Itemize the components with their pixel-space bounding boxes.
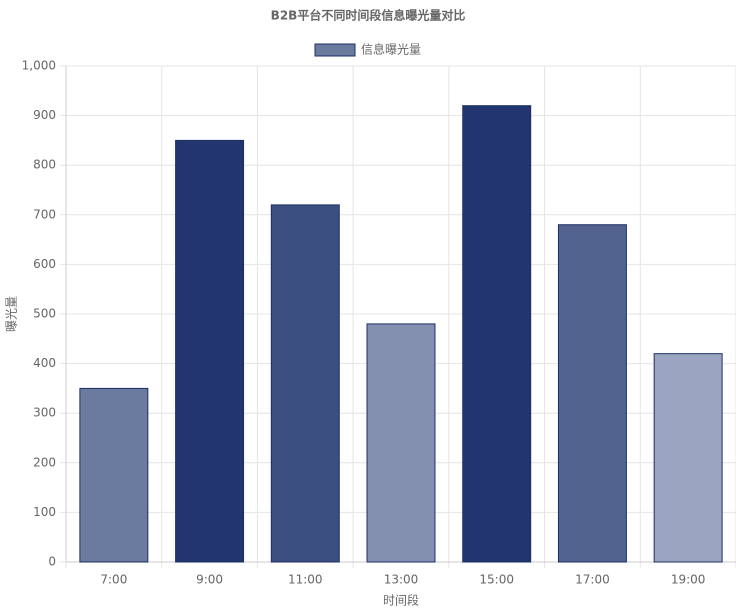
y-tick-label: 600 xyxy=(33,257,56,271)
x-tick-label: 7:00 xyxy=(100,573,127,587)
x-tick-label: 9:00 xyxy=(196,573,223,587)
y-tick-label: 200 xyxy=(33,455,56,469)
bar xyxy=(175,139,245,563)
x-tick-label: 19:00 xyxy=(671,573,706,587)
legend-label: 信息曝光量 xyxy=(361,42,421,57)
y-tick-label: 700 xyxy=(33,207,56,221)
y-axis-label: 曝光量 xyxy=(5,296,19,332)
legend-swatch xyxy=(314,43,356,57)
chart-title: B2B平台不同时间段信息曝光量对比 xyxy=(271,8,466,23)
bar xyxy=(270,204,340,563)
bar xyxy=(462,105,532,563)
y-tick-label: 800 xyxy=(33,158,56,172)
y-tick-label: 300 xyxy=(33,406,56,420)
y-tick-label: 100 xyxy=(33,505,56,519)
bar xyxy=(79,387,149,563)
y-tick-label: 900 xyxy=(33,108,56,122)
x-tick-label: 11:00 xyxy=(288,573,323,587)
y-tick-label: 500 xyxy=(33,307,56,321)
x-tick-label: 17:00 xyxy=(575,573,610,587)
bar xyxy=(653,353,723,563)
bar xyxy=(366,323,436,563)
bar xyxy=(557,224,627,563)
x-axis-label: 时间段 xyxy=(383,593,419,608)
x-tick-label: 13:00 xyxy=(384,573,419,587)
y-tick-label: 400 xyxy=(33,356,56,370)
x-tick-label: 15:00 xyxy=(479,573,514,587)
y-tick-label: 1,000 xyxy=(22,59,56,73)
y-tick-label: 0 xyxy=(48,555,56,569)
